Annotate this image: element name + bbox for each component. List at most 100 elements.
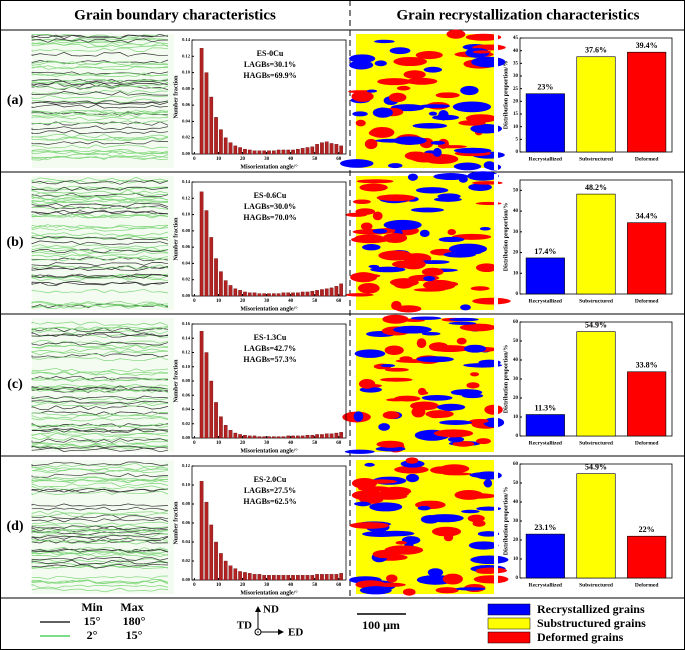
bar: [228, 142, 233, 155]
grain-patch: [393, 56, 428, 67]
boundary-line: [31, 78, 169, 84]
boundary-line: [31, 503, 169, 507]
bar: [281, 292, 286, 297]
annotation: LAGBs=42.7%: [244, 344, 296, 353]
annotation: ES-0Cu: [257, 49, 284, 58]
boundary-line: [31, 38, 169, 43]
grain-patch: [407, 173, 418, 181]
y-tick-label: 0.06: [182, 102, 191, 107]
grain-patch: [410, 152, 439, 163]
grain-patch: [419, 104, 451, 108]
boundary-line: [31, 400, 169, 405]
boundary-line: [31, 110, 169, 115]
bar: [271, 293, 276, 297]
grain-map: [340, 29, 506, 171]
boundary-line: [31, 552, 169, 558]
micrograph: [31, 176, 174, 310]
value-label: 54.9%: [585, 463, 607, 472]
grain-patch: [353, 411, 364, 422]
boundary-line: [31, 301, 169, 305]
boundary-line: [31, 564, 169, 570]
grain-patch: [378, 250, 413, 261]
x-tick-label: 0: [193, 157, 196, 162]
bar: [324, 288, 329, 297]
x-tick-label: Deformed: [635, 156, 659, 162]
bar: [271, 150, 276, 155]
grain-patch: [483, 417, 505, 428]
x-tick-label: 40: [288, 441, 294, 446]
bar: [238, 290, 242, 297]
boundary-line: [31, 410, 169, 415]
bar: [276, 575, 281, 581]
boundary-line: [31, 224, 169, 229]
value-label: 34.4%: [636, 212, 658, 221]
boundary-line: [31, 98, 169, 103]
boundary-line: [31, 575, 169, 580]
grain-patch: [416, 356, 454, 363]
boundary-line: [31, 348, 169, 353]
boundary-line: [31, 332, 169, 338]
boundary-line: [31, 201, 169, 206]
grain-patch: [475, 263, 498, 273]
row-label: (a): [7, 93, 24, 108]
grain-patch: [458, 120, 486, 126]
boundary-line: [31, 551, 169, 556]
bar: [627, 535, 667, 579]
grain-patch: [388, 163, 403, 169]
grain-patch: [382, 233, 408, 243]
grain-patch: [453, 147, 492, 154]
boundary-line: [31, 140, 169, 145]
y-tick-label: 20: [513, 396, 519, 401]
legend-text: 2°: [87, 628, 98, 642]
boundary-line: [31, 198, 169, 203]
grain-patch: [418, 391, 429, 395]
grain-patch: [369, 126, 395, 138]
grain-patch: [352, 111, 368, 117]
boundary-line: [31, 180, 169, 185]
grain-patch: [483, 479, 493, 488]
arrow-head: [278, 629, 284, 635]
value-label: 11.3%: [535, 403, 557, 412]
grain-patch: [384, 345, 404, 355]
boundary-line: [31, 80, 169, 85]
grain-patch: [455, 587, 486, 591]
bar: [214, 402, 218, 439]
boundary-line: [31, 428, 169, 433]
grain-patch: [415, 187, 449, 194]
boundary-line: [31, 303, 169, 309]
grain-patch: [388, 92, 407, 103]
grain-patch: [427, 568, 444, 577]
grain-patch: [452, 441, 475, 447]
boundary-line: [31, 371, 169, 376]
grain-patch: [394, 395, 421, 402]
y-tick-label: 5: [516, 137, 519, 142]
grain-patch: [380, 364, 396, 368]
grain-patch: [423, 275, 436, 282]
grain-patch: [357, 282, 380, 294]
grain-map-clip: [494, 32, 498, 170]
y-tick-label: 40: [513, 49, 519, 54]
y-tick-label: 0.06: [182, 392, 191, 397]
grain-patch: [366, 384, 382, 388]
grain-map: [345, 171, 511, 313]
y-tick-label: 20: [513, 99, 519, 104]
grain-patch: [375, 446, 406, 452]
grain-patch: [372, 107, 393, 118]
grain-patch: [375, 138, 414, 143]
boundary-line: [31, 65, 169, 70]
bar: [204, 501, 209, 581]
x-tick-label: Substructured: [579, 156, 613, 162]
grain-patch: [479, 227, 491, 231]
bar: [223, 137, 228, 155]
bar: [281, 149, 286, 155]
grain-patch: [468, 183, 492, 191]
boundary-line: [31, 356, 169, 362]
grain-patch: [389, 47, 411, 55]
bar: [339, 432, 344, 439]
bar: [334, 286, 339, 297]
bar: [233, 145, 238, 155]
x-tick-label: 10: [216, 157, 222, 162]
y-tick-label: 0.06: [182, 244, 191, 249]
boundary-line: [31, 72, 169, 77]
bar: [286, 575, 291, 581]
